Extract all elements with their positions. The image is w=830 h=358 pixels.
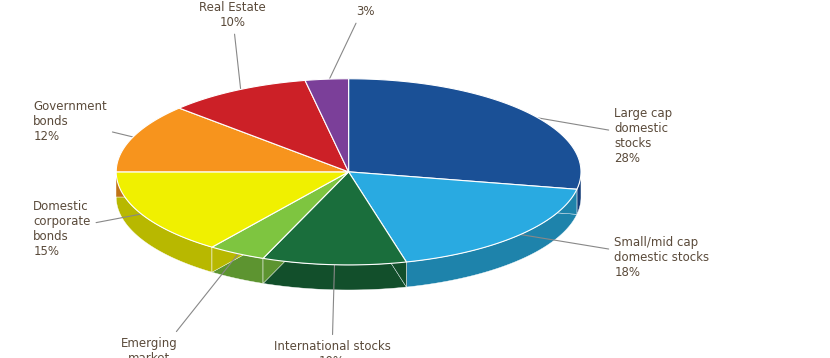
Polygon shape [116, 108, 349, 172]
Polygon shape [116, 172, 212, 272]
Polygon shape [263, 172, 349, 284]
Text: Real Estate
10%: Real Estate 10% [199, 1, 266, 91]
Text: Emerging
market
stocks
4%: Emerging market stocks 4% [121, 252, 239, 358]
Polygon shape [212, 172, 349, 272]
Polygon shape [577, 173, 581, 214]
Polygon shape [212, 172, 349, 272]
Text: Large cap
domestic
stocks
28%: Large cap domestic stocks 28% [523, 107, 672, 165]
Polygon shape [349, 172, 407, 287]
Polygon shape [263, 172, 349, 284]
Polygon shape [349, 79, 581, 189]
Polygon shape [212, 247, 263, 284]
Polygon shape [116, 172, 349, 197]
Text: International stocks
10%: International stocks 10% [274, 264, 390, 358]
Text: Small/mid cap
domestic stocks
18%: Small/mid cap domestic stocks 18% [514, 233, 710, 279]
Text: Government
bonds
12%: Government bonds 12% [33, 100, 139, 143]
Polygon shape [349, 172, 407, 287]
Polygon shape [349, 172, 577, 262]
Polygon shape [407, 189, 577, 287]
Text: Cash
3%: Cash 3% [329, 0, 380, 80]
Polygon shape [116, 172, 349, 197]
Text: Domestic
corporate
bonds
15%: Domestic corporate bonds 15% [33, 200, 147, 258]
Polygon shape [179, 81, 349, 172]
Polygon shape [263, 258, 407, 290]
Polygon shape [349, 172, 577, 214]
Polygon shape [212, 172, 349, 258]
Polygon shape [305, 79, 349, 172]
Polygon shape [349, 172, 577, 214]
Polygon shape [263, 172, 407, 265]
Polygon shape [116, 172, 349, 247]
